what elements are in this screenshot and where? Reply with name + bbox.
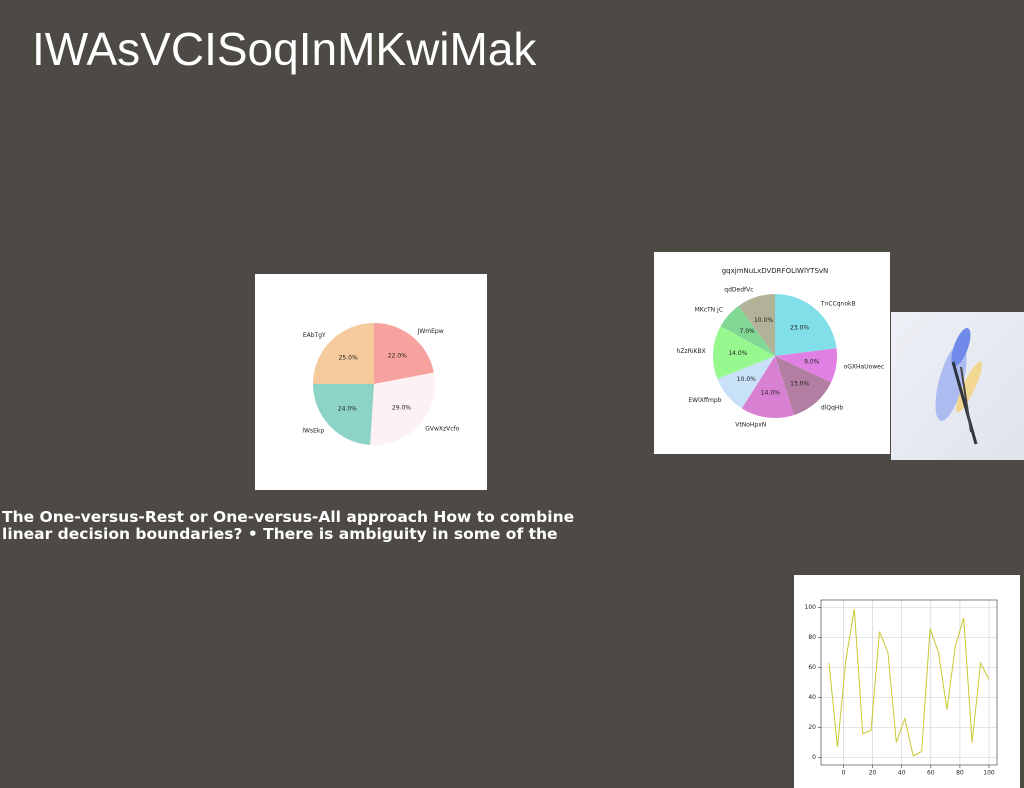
slice-label: hZzRiKBX	[677, 348, 706, 355]
percent-label: 7.0%	[739, 328, 755, 335]
y-tick-label: 60	[808, 664, 816, 671]
percent-label: 22.0%	[388, 352, 407, 359]
pie-slice	[313, 384, 374, 445]
data-line	[828, 608, 990, 757]
slice-label: VtNoHpxN	[735, 421, 766, 428]
chart-title: gqxjmNuLxDVDRFOLIWlYTSvN	[722, 267, 829, 275]
percent-label: 10.0%	[737, 376, 756, 383]
slice-label: MKcTN jC	[695, 307, 723, 314]
pie-slice	[775, 348, 837, 383]
percent-label: 9.0%	[804, 358, 820, 365]
percent-label: 10.0%	[754, 317, 773, 324]
slice-label: EWlXffmpb	[688, 397, 721, 404]
slice-label: oGXHaUowec	[844, 363, 885, 370]
pie-slice	[717, 356, 775, 409]
slice-label: dlQqHb	[821, 405, 844, 412]
pie-slice	[738, 294, 775, 356]
percent-label: 14.0%	[761, 389, 780, 396]
pie-slice	[370, 372, 435, 445]
percent-label: 14.0%	[728, 350, 747, 357]
pie-slice	[775, 356, 832, 415]
slice-label: EAbTgY	[303, 332, 326, 339]
y-tick-label: 80	[808, 634, 816, 641]
y-tick-label: 100	[805, 604, 817, 611]
slide-title: IWAsVCISoqInMKwiMak	[32, 23, 537, 75]
body-text: The One-versus-Rest or One-versus-All ap…	[2, 508, 575, 543]
percent-label: 23.0%	[790, 325, 809, 332]
plot-frame	[820, 599, 998, 766]
x-tick-label: 0	[842, 770, 846, 777]
pie-chart: gqxjmNuLxDVDRFOLIWlYTSvN TnCCqnokB 23.0% oG…	[654, 252, 890, 454]
slice-label: TnCCqnokB	[820, 300, 856, 307]
flower-image	[891, 312, 1024, 460]
x-tick-label: 60	[927, 770, 935, 777]
percent-label: 24.0%	[338, 406, 357, 413]
x-tick-label: 40	[898, 770, 906, 777]
y-tick-label: 0	[812, 754, 816, 761]
pie-slice	[741, 356, 795, 418]
x-tick-label: 100	[983, 770, 995, 777]
pie-slice	[775, 294, 837, 356]
percent-label: 29.0%	[392, 405, 411, 412]
pie-slice	[720, 305, 775, 356]
x-tick-label: 80	[956, 770, 964, 777]
slice-label: qdDedfVc	[724, 286, 753, 293]
pie-chart: JWmEpw 22.0% GVwXzVcfo 29.0% lWsEkp 24.0% EAbT…	[255, 274, 487, 490]
slice-label: GVwXzVcfo	[425, 426, 459, 433]
slice-label: lWsEkp	[302, 427, 324, 434]
percent-label: 13.0%	[790, 380, 809, 387]
line-chart: 0 20 40 60 80 100 0 20 40 60 80 100	[794, 575, 1020, 788]
y-tick-label: 20	[808, 724, 816, 731]
pie-slice	[313, 323, 374, 384]
slice-label: JWmEpw	[417, 328, 444, 335]
y-tick-label: 40	[808, 694, 816, 701]
percent-label: 25.0%	[339, 355, 358, 362]
x-tick-label: 20	[869, 770, 877, 777]
pie-slice	[713, 326, 775, 379]
pie-slice	[374, 323, 434, 384]
